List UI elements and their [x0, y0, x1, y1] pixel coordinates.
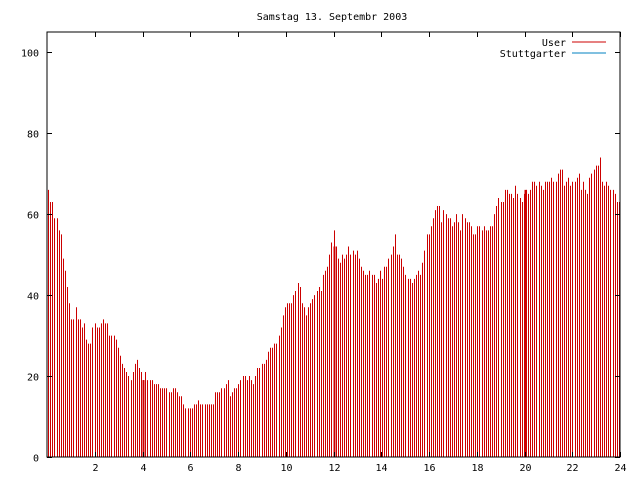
x-tick-label: 14 [375, 463, 387, 474]
legend-label-stuttgarter: Stuttgarter [500, 49, 566, 60]
y-tick-label: 40 [27, 292, 39, 303]
y-tick-label: 20 [27, 373, 39, 384]
x-tick-label: 24 [614, 463, 626, 474]
x-tick-label: 10 [280, 463, 292, 474]
x-tick-label: 6 [187, 463, 193, 474]
legend: User Stuttgarter [500, 38, 606, 60]
x-axis: 2 4 6 8 10 12 14 16 18 20 22 24 [92, 32, 627, 474]
bars-user [48, 157, 620, 457]
legend-label-user: User [542, 38, 566, 49]
y-axis: 0 20 40 60 80 100 [21, 49, 620, 465]
chart-title: Samstag 13. Septembr 2003 [257, 12, 408, 23]
x-tick-label: 4 [140, 463, 146, 474]
y-tick-label: 0 [33, 454, 39, 465]
x-tick-label: 16 [423, 463, 435, 474]
x-tick-label: 20 [519, 463, 531, 474]
plot-border [46, 31, 621, 458]
x-tick-label: 22 [566, 463, 578, 474]
y-tick-label: 100 [21, 49, 39, 60]
y-tick-label: 60 [27, 211, 39, 222]
x-tick-label: 2 [92, 463, 98, 474]
spikes-user [142, 189, 527, 457]
x-tick-label: 12 [328, 463, 340, 474]
x-tick-label: 8 [235, 463, 241, 474]
y-tick-label: 80 [27, 130, 39, 141]
x-tick-label: 18 [471, 463, 483, 474]
